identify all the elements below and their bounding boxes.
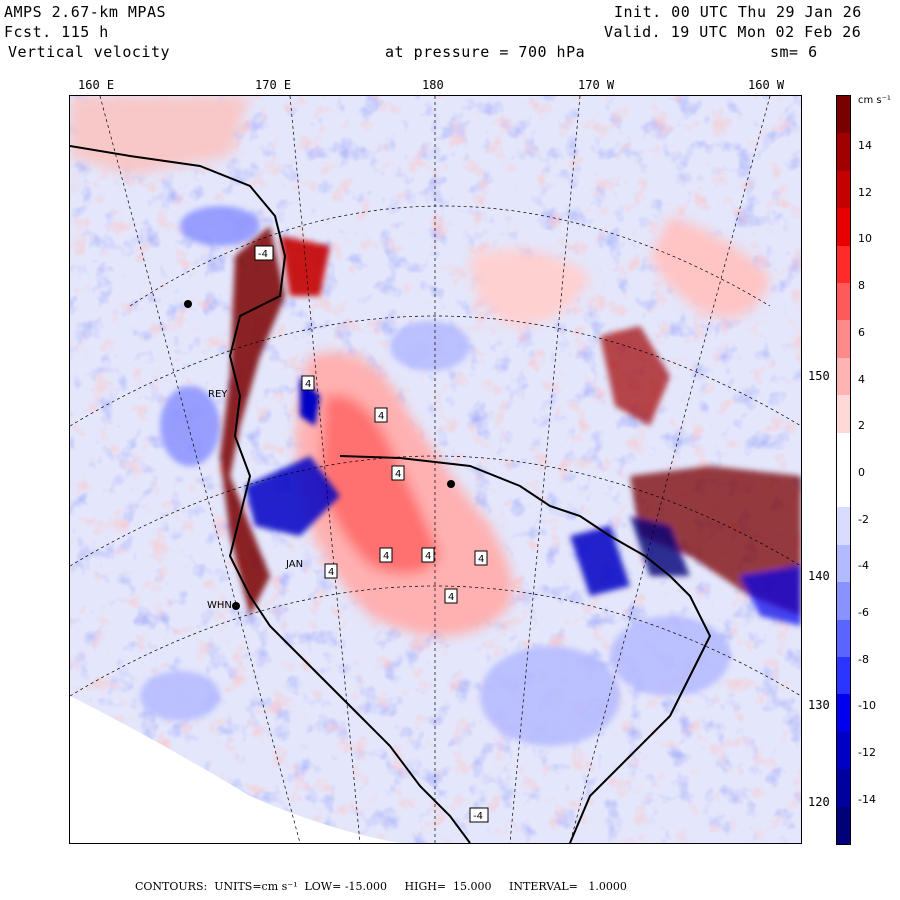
colorbar-segment — [837, 657, 850, 695]
colorbar-tick-label: 12 — [858, 185, 872, 199]
lon-label-160e: 160 E — [78, 78, 115, 92]
colorbar-tick-label: 10 — [858, 232, 872, 246]
colorbar-segment — [837, 208, 850, 247]
coastline — [70, 145, 712, 843]
vertical-velocity-map: 4 4 4 4 4 4 4 -4 -4 4 WHN REY JAN — [69, 95, 802, 844]
valid-time: Valid. 19 UTC Mon 02 Feb 26 — [604, 23, 862, 41]
colorbar-tick-label: 0 — [858, 465, 865, 479]
colorbar-segment — [837, 357, 850, 396]
colorbar-segment — [837, 432, 850, 471]
colorbar-tick-label: -8 — [858, 652, 869, 666]
svg-text:4: 4 — [478, 554, 484, 565]
colorbar-segment — [837, 283, 850, 321]
graticule — [70, 96, 801, 843]
colorbar — [836, 95, 851, 845]
colorbar-units: cm s⁻¹ — [858, 95, 891, 106]
colorbar-tick-label: 6 — [858, 325, 865, 339]
lon-label-160w: 160 W — [748, 78, 785, 92]
lon-label-170w: 170 W — [578, 78, 615, 92]
pressure-level: at pressure = 700 hPa — [385, 43, 586, 61]
colorbar-segment — [837, 320, 850, 359]
mountain-bands — [220, 226, 340, 616]
svg-text:4: 4 — [425, 551, 431, 562]
colorbar-tick-label: 4 — [858, 372, 865, 386]
svg-text:4: 4 — [305, 379, 311, 390]
init-time: Init. 00 UTC Thu 29 Jan 26 — [614, 3, 862, 21]
blue-downward-region — [140, 206, 730, 746]
station-markers — [184, 300, 455, 610]
colorbar-segment — [837, 395, 850, 434]
colorbar-segment — [837, 544, 850, 583]
colorbar-tick-label: -2 — [858, 512, 869, 526]
colorbar-segment — [837, 582, 850, 621]
colorbar-tick-label: 8 — [858, 279, 865, 293]
lon-label-180: 180 — [422, 78, 444, 92]
colorbar-tick-label: 2 — [858, 419, 865, 433]
colorbar-segment — [837, 96, 850, 134]
colorbar-segment — [837, 769, 850, 808]
smoothing-value: sm= 6 — [770, 43, 818, 61]
colorbar-segment — [837, 507, 850, 546]
colorbar-tick-label: -4 — [858, 559, 869, 573]
east-band — [570, 326, 801, 626]
nodata-region — [70, 696, 400, 843]
station-label-jan: JAN — [286, 559, 304, 570]
svg-text:-4: -4 — [258, 249, 268, 260]
svg-text:4: 4 — [383, 551, 389, 562]
svg-text:4: 4 — [378, 411, 384, 422]
field-name: Vertical velocity — [8, 43, 171, 61]
svg-text:4: 4 — [448, 592, 454, 603]
colorbar-tick-label: -14 — [858, 792, 876, 806]
station-label-rey: REY — [208, 389, 228, 400]
contour-labels: 4 4 4 4 4 4 4 -4 -4 4 — [254, 245, 489, 823]
colorbar-tick-label: -12 — [858, 746, 876, 760]
svg-text:4: 4 — [328, 567, 334, 578]
colorbar-segment — [837, 170, 850, 209]
colorbar-tick-label: -6 — [858, 606, 869, 619]
forecast-hour: Fcst. 115 h — [4, 23, 109, 41]
colorbar-segment — [837, 619, 850, 658]
svg-text:4: 4 — [395, 469, 401, 480]
station-label-whn: WHN — [207, 600, 232, 611]
map-canvas: 4 4 4 4 4 4 4 -4 -4 4 — [70, 96, 801, 843]
colorbar-tick-label: -10 — [858, 699, 876, 713]
colorbar-segment — [837, 470, 850, 508]
model-title: AMPS 2.67-km MPAS — [4, 3, 167, 21]
colorbar-tick-label: 14 — [858, 139, 872, 152]
colorbar-segment — [837, 806, 850, 845]
colorbar-segment — [837, 694, 850, 733]
contour-info: CONTOURS: UNITS=cm s⁻¹ LOW= -15.000 HIGH… — [135, 880, 627, 893]
colorbar-segment — [837, 133, 850, 172]
colorbar-segment — [837, 731, 850, 770]
lon-label-170e: 170 E — [255, 78, 292, 92]
svg-text:-4: -4 — [473, 811, 483, 822]
colorbar-segment — [837, 245, 850, 284]
